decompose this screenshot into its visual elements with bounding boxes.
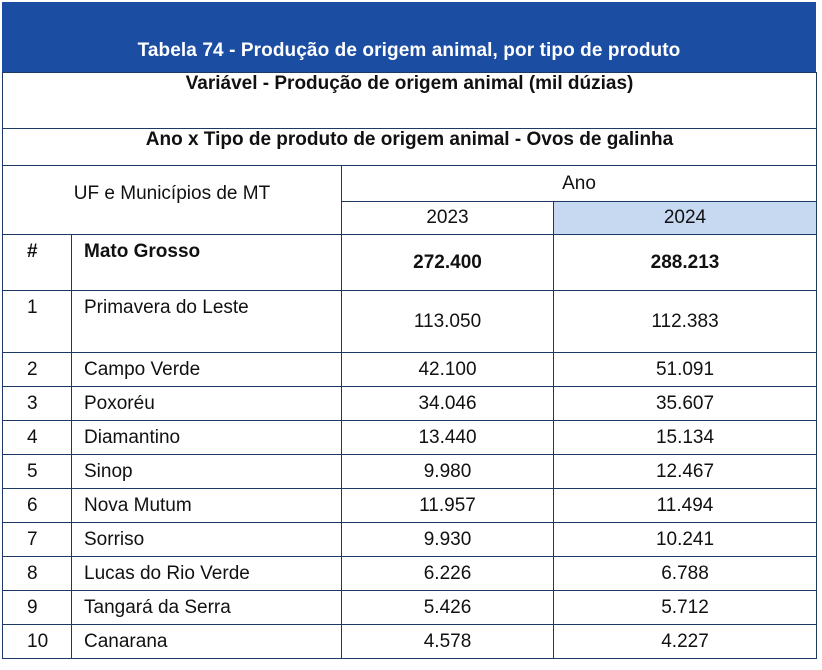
row-name: Diamantino bbox=[71, 420, 342, 455]
subtitle-label: Ano x Tipo de produto de origem animal -… bbox=[2, 128, 817, 166]
row-rank: 8 bbox=[2, 556, 72, 591]
row-name: Tangará da Serra bbox=[71, 590, 342, 625]
row-rank: 10 bbox=[2, 624, 72, 659]
table-row: 6 Nova Mutum 11.957 11.494 bbox=[2, 488, 817, 523]
row-value-2024: 112.383 bbox=[553, 290, 817, 353]
row-value-2023: 42.100 bbox=[341, 352, 554, 387]
table-title-banner: Tabela 74 - Produção de origem animal, p… bbox=[2, 2, 816, 72]
row-name: Nova Mutum bbox=[71, 488, 342, 523]
row-value-2023: 34.046 bbox=[341, 386, 554, 421]
row-label-header: UF e Municípios de MT bbox=[2, 165, 342, 235]
total-value-2023: 272.400 bbox=[341, 234, 554, 291]
data-table: Variável - Produção de origem animal (mi… bbox=[2, 72, 817, 659]
row-value-2024: 5.712 bbox=[553, 590, 817, 625]
subtitle-row: Ano x Tipo de produto de origem animal -… bbox=[2, 128, 817, 166]
row-rank: 7 bbox=[2, 522, 72, 557]
row-value-2024: 15.134 bbox=[553, 420, 817, 455]
row-value-2023: 5.426 bbox=[341, 590, 554, 625]
row-value-2023: 9.980 bbox=[341, 454, 554, 489]
row-name: Primavera do Leste bbox=[71, 290, 342, 353]
row-rank: 3 bbox=[2, 386, 72, 421]
table-row: 5 Sinop 9.980 12.467 bbox=[2, 454, 817, 489]
year-2024-header: 2024 bbox=[553, 201, 817, 235]
header-row-group: UF e Municípios de MT Ano bbox=[2, 165, 817, 235]
row-name: Lucas do Rio Verde bbox=[71, 556, 342, 591]
row-value-2024: 51.091 bbox=[553, 352, 817, 387]
table-row: 9 Tangará da Serra 5.426 5.712 bbox=[2, 590, 817, 625]
row-name: Poxoréu bbox=[71, 386, 342, 421]
variable-row: Variável - Produção de origem animal (mi… bbox=[2, 72, 817, 129]
total-name: Mato Grosso bbox=[71, 234, 342, 291]
row-value-2023: 13.440 bbox=[341, 420, 554, 455]
total-row: # Mato Grosso 272.400 288.213 bbox=[2, 234, 817, 291]
row-value-2023: 11.957 bbox=[341, 488, 554, 523]
table-row: 2 Campo Verde 42.100 51.091 bbox=[2, 352, 817, 387]
row-name: Campo Verde bbox=[71, 352, 342, 387]
total-rank: # bbox=[2, 234, 72, 291]
year-group-header: Ano bbox=[341, 165, 817, 202]
row-name: Canarana bbox=[71, 624, 342, 659]
total-value-2024: 288.213 bbox=[553, 234, 817, 291]
row-name: Sinop bbox=[71, 454, 342, 489]
row-rank: 6 bbox=[2, 488, 72, 523]
row-value-2024: 4.227 bbox=[553, 624, 817, 659]
row-value-2024: 12.467 bbox=[553, 454, 817, 489]
row-value-2023: 9.930 bbox=[341, 522, 554, 557]
row-value-2023: 113.050 bbox=[341, 290, 554, 353]
row-rank: 9 bbox=[2, 590, 72, 625]
table-row: 3 Poxoréu 34.046 35.607 bbox=[2, 386, 817, 421]
row-value-2024: 11.494 bbox=[553, 488, 817, 523]
row-value-2023: 6.226 bbox=[341, 556, 554, 591]
row-value-2024: 10.241 bbox=[553, 522, 817, 557]
row-rank: 5 bbox=[2, 454, 72, 489]
row-rank: 4 bbox=[2, 420, 72, 455]
header-row-years: 2023 2024 bbox=[3, 201, 817, 235]
year-2023-header: 2023 bbox=[341, 201, 554, 235]
row-value-2024: 6.788 bbox=[553, 556, 817, 591]
variable-label: Variável - Produção de origem animal (mi… bbox=[2, 72, 817, 129]
table-row: 4 Diamantino 13.440 15.134 bbox=[2, 420, 817, 455]
table-row: 1 Primavera do Leste 113.050 112.383 bbox=[2, 290, 817, 353]
row-value-2024: 35.607 bbox=[553, 386, 817, 421]
table-row: 8 Lucas do Rio Verde 6.226 6.788 bbox=[2, 556, 817, 591]
row-rank: 2 bbox=[2, 352, 72, 387]
table-row: 10 Canarana 4.578 4.227 bbox=[2, 624, 817, 659]
row-name: Sorriso bbox=[71, 522, 342, 557]
row-value-2023: 4.578 bbox=[341, 624, 554, 659]
row-rank: 1 bbox=[2, 290, 72, 353]
table-row: 7 Sorriso 9.930 10.241 bbox=[2, 522, 817, 557]
table-title: Tabela 74 - Produção de origem animal, p… bbox=[137, 40, 681, 61]
